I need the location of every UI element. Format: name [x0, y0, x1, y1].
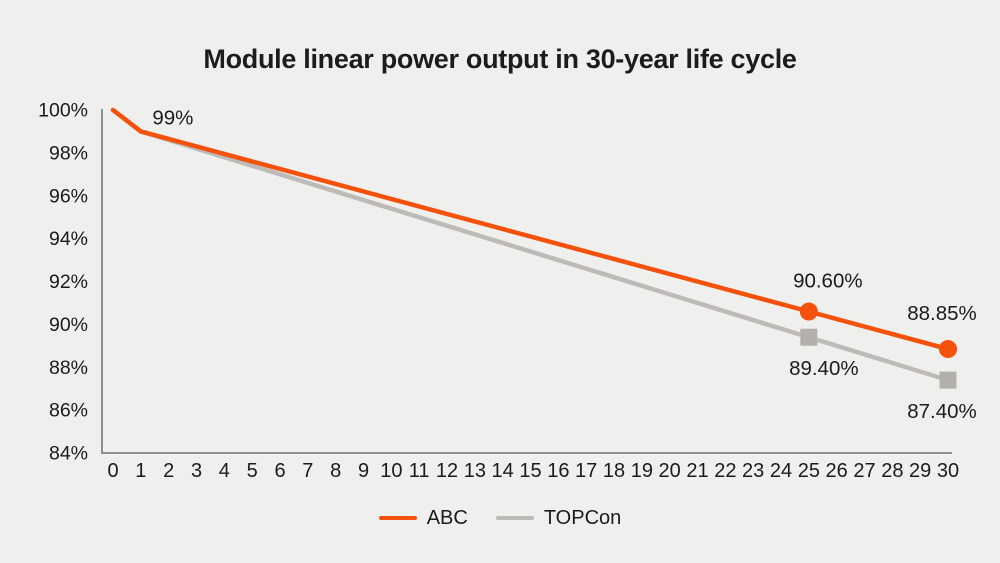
x-tick-label: 29	[909, 460, 931, 482]
chart-title: Module linear power output in 30-year li…	[203, 44, 797, 74]
x-tick-label: 9	[358, 460, 369, 482]
x-tick-label: 24	[770, 460, 792, 482]
topcon-line-icon	[495, 515, 534, 521]
x-tick-label: 11	[409, 460, 430, 482]
data-label: 99%	[152, 106, 193, 129]
x-tick-label: 26	[826, 460, 848, 482]
y-tick-label: 98%	[49, 142, 88, 164]
x-tick-label: 1	[135, 460, 146, 482]
x-tick-label: 27	[853, 460, 875, 482]
legend: ABC TOPCon	[0, 505, 1000, 531]
x-tick-label: 22	[714, 460, 736, 482]
x-tick-label: 10	[380, 460, 402, 482]
x-tick-label: 20	[659, 460, 681, 482]
data-label: 88.85%	[907, 302, 977, 325]
series-topcon	[110, 107, 957, 389]
circle-marker	[799, 302, 818, 321]
y-tick-label: 94%	[49, 228, 88, 250]
y-tick-label: 84%	[49, 443, 88, 465]
legend-label-abc: ABC	[426, 506, 468, 529]
x-tick-label: 21	[686, 460, 708, 482]
legend-label-topcon: TOPCon	[543, 506, 622, 529]
data-label: 89.40%	[789, 357, 859, 380]
axes	[101, 109, 952, 454]
x-tick-label: 13	[464, 460, 486, 482]
x-tick-label: 8	[330, 460, 341, 482]
abc-line-icon	[378, 515, 417, 521]
y-tick-label: 96%	[49, 185, 88, 207]
x-tick-label: 14	[492, 460, 514, 482]
square-marker	[939, 371, 957, 389]
y-tick-label: 92%	[49, 271, 88, 293]
legend-item-abc: ABC	[378, 506, 468, 530]
x-tick-label: 4	[219, 460, 230, 482]
data-label: 87.40%	[907, 400, 977, 423]
x-tick-label: 15	[519, 460, 541, 482]
square-marker	[800, 328, 818, 346]
x-tick-label: 18	[603, 460, 625, 482]
y-tick-label: 88%	[49, 357, 88, 379]
x-tick-label: 0	[107, 460, 118, 482]
x-tick-label: 25	[798, 460, 820, 482]
y-tick-label: 90%	[49, 314, 88, 336]
y-tick-label: 100%	[38, 100, 88, 122]
series-abc	[110, 107, 957, 359]
x-tick-label: 30	[937, 460, 959, 482]
x-tick-label: 5	[247, 460, 258, 482]
y-tick-label: 86%	[49, 400, 88, 422]
x-tick-label: 19	[631, 460, 653, 482]
x-tick-label: 23	[742, 460, 764, 482]
x-tick-label: 2	[163, 460, 174, 482]
x-tick-label: 6	[274, 460, 285, 482]
x-tick-label: 17	[575, 460, 597, 482]
x-tick-label: 16	[547, 460, 569, 482]
legend-item-topcon: TOPCon	[495, 506, 622, 530]
x-tick-label: 12	[436, 460, 458, 482]
circle-marker	[939, 340, 957, 359]
x-tick-label: 3	[191, 460, 202, 482]
topcon-line	[110, 107, 951, 383]
data-label: 90.60%	[793, 270, 863, 293]
x-tick-label: 28	[881, 460, 903, 482]
x-tick-label: 7	[302, 460, 313, 482]
x-axis-labels: 0 1 2 3 4 5 6 7 8 9 10 11 12 13 14 15 16 17 18 19 20 21 22 23 24…	[107, 460, 959, 482]
abc-line	[110, 107, 951, 352]
data-labels: 99% 90.60% 88.85% 89.40% 87.40%	[152, 106, 976, 423]
y-axis-labels: 100% 98% 96% 94% 92% 90% 88% 86% 84%	[38, 100, 88, 465]
